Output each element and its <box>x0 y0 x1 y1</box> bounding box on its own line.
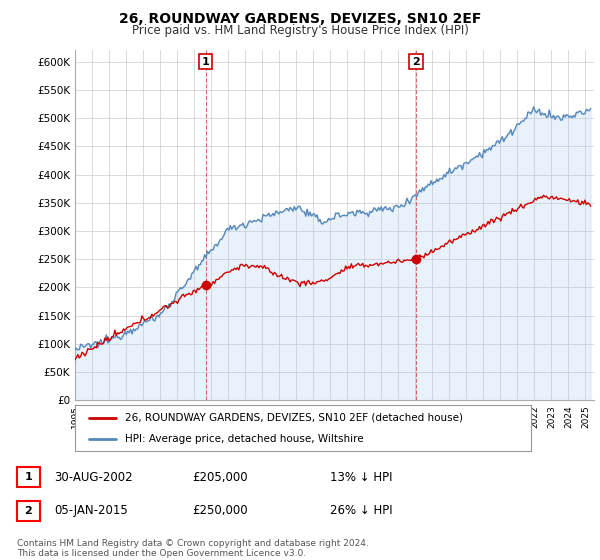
Text: 26, ROUNDWAY GARDENS, DEVIZES, SN10 2EF: 26, ROUNDWAY GARDENS, DEVIZES, SN10 2EF <box>119 12 481 26</box>
Text: 1: 1 <box>25 472 32 482</box>
Text: Contains HM Land Registry data © Crown copyright and database right 2024.
This d: Contains HM Land Registry data © Crown c… <box>17 539 368 558</box>
Text: 13% ↓ HPI: 13% ↓ HPI <box>330 470 392 484</box>
Text: 2: 2 <box>412 57 420 67</box>
Text: 26, ROUNDWAY GARDENS, DEVIZES, SN10 2EF (detached house): 26, ROUNDWAY GARDENS, DEVIZES, SN10 2EF … <box>125 413 463 423</box>
Text: £205,000: £205,000 <box>192 470 248 484</box>
Text: £250,000: £250,000 <box>192 504 248 517</box>
Text: 05-JAN-2015: 05-JAN-2015 <box>54 504 128 517</box>
Text: 1: 1 <box>202 57 209 67</box>
Text: HPI: Average price, detached house, Wiltshire: HPI: Average price, detached house, Wilt… <box>125 435 364 444</box>
Text: 2: 2 <box>25 506 32 516</box>
Text: Price paid vs. HM Land Registry's House Price Index (HPI): Price paid vs. HM Land Registry's House … <box>131 24 469 37</box>
Text: 30-AUG-2002: 30-AUG-2002 <box>54 470 133 484</box>
Text: 26% ↓ HPI: 26% ↓ HPI <box>330 504 392 517</box>
